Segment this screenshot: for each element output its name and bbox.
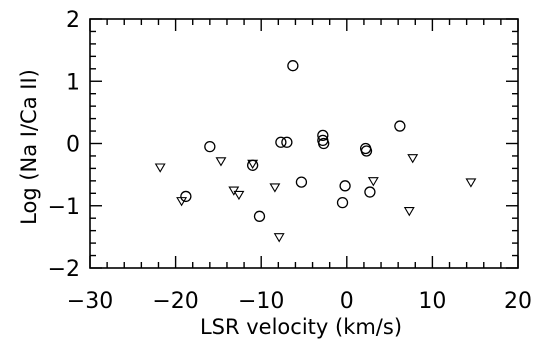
data-point-triangle [176,197,188,207]
data-point-circle [287,60,299,72]
tick-marks-group [89,18,519,269]
plot-frame-group [89,18,519,269]
data-point-circle [339,180,351,192]
plot-frame [89,18,519,269]
x-tick-label: 0 [340,289,354,314]
x-tick-label: −30 [67,289,113,314]
data-point-triangle [273,233,285,243]
x-tick-label: −20 [152,289,198,314]
x-tick-label: 10 [418,289,446,314]
data-point-circle [318,137,330,150]
y-tick-label: 0 [66,133,80,158]
data-point-triangle [215,157,227,167]
y-axis-label: Log (Na I/Ca II) [17,69,41,225]
x-tick-label: 20 [504,289,532,314]
data-point-circle [364,186,376,198]
x-tick-label: −10 [238,289,284,314]
data-point-triangle [247,159,259,170]
data-point-triangle [233,190,245,201]
data-point-circle [253,210,266,222]
data-point-circle [336,196,349,209]
data-point-triangle [407,154,419,164]
data-point-triangle [154,163,166,173]
y-tick-label: −1 [48,195,80,220]
data-point-triangle [403,207,415,217]
data-point-circle [394,120,406,132]
data-point-circle [180,190,192,203]
data-point-circle [317,129,329,142]
data-point-triangle [465,178,477,188]
data-point-triangle [269,183,281,193]
data-point-circle [360,145,373,157]
y-tick-label: 1 [66,70,80,95]
data-point-circle [281,136,293,148]
y-tick-label: 2 [66,8,80,33]
x-axis-label: LSR velocity (km/s) [200,315,402,339]
data-point-circle [275,136,287,148]
data-point-circle [204,140,216,153]
data-point-circle [295,176,308,188]
y-tick-label: −2 [48,257,80,282]
data-point-triangle [367,177,379,187]
data-points-group [154,60,477,243]
